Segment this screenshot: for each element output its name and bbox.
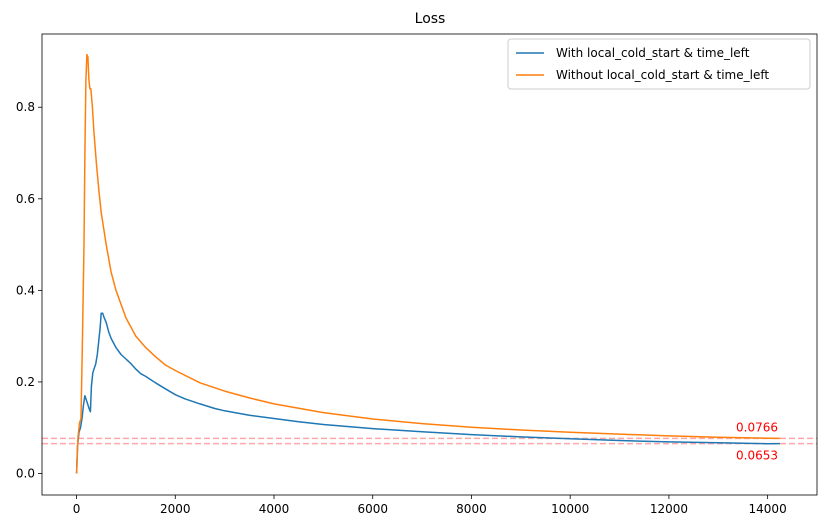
y-tick-label: 0.0: [16, 466, 35, 480]
series-line-1: [75, 312, 781, 474]
plot-area: 0.0766 0.0653: [42, 53, 817, 474]
x-axis: 0 2000 4000 6000 8000 10000 12000 14000: [73, 495, 787, 516]
x-tick-label: 14000: [749, 502, 787, 516]
x-tick-label: 0: [73, 502, 81, 516]
legend: With local_cold_start & time_left Without…: [507, 38, 811, 90]
legend-entry: Without local_cold_start & time_left: [556, 68, 769, 82]
y-tick-label: 0.6: [16, 192, 35, 206]
series-line-2: [75, 53, 781, 474]
x-tick-label: 8000: [456, 502, 487, 516]
y-tick-label: 0.8: [16, 100, 35, 114]
y-tick-label: 0.4: [16, 283, 35, 297]
plot-frame: [41, 33, 818, 496]
y-axis: 0.0 0.2 0.4 0.6 0.8: [16, 100, 42, 480]
chart-title: Loss: [415, 11, 446, 27]
reference-label: 0.0653: [736, 449, 778, 463]
x-tick-label: 12000: [650, 502, 688, 516]
reference-label: 0.0766: [736, 420, 778, 434]
legend-entry: With local_cold_start & time_left: [556, 46, 750, 60]
x-tick-label: 4000: [259, 502, 290, 516]
x-tick-label: 2000: [160, 502, 191, 516]
x-tick-label: 6000: [357, 502, 388, 516]
y-tick-label: 0.2: [16, 375, 35, 389]
x-tick-label: 10000: [551, 502, 589, 516]
legend-box: [507, 38, 811, 90]
